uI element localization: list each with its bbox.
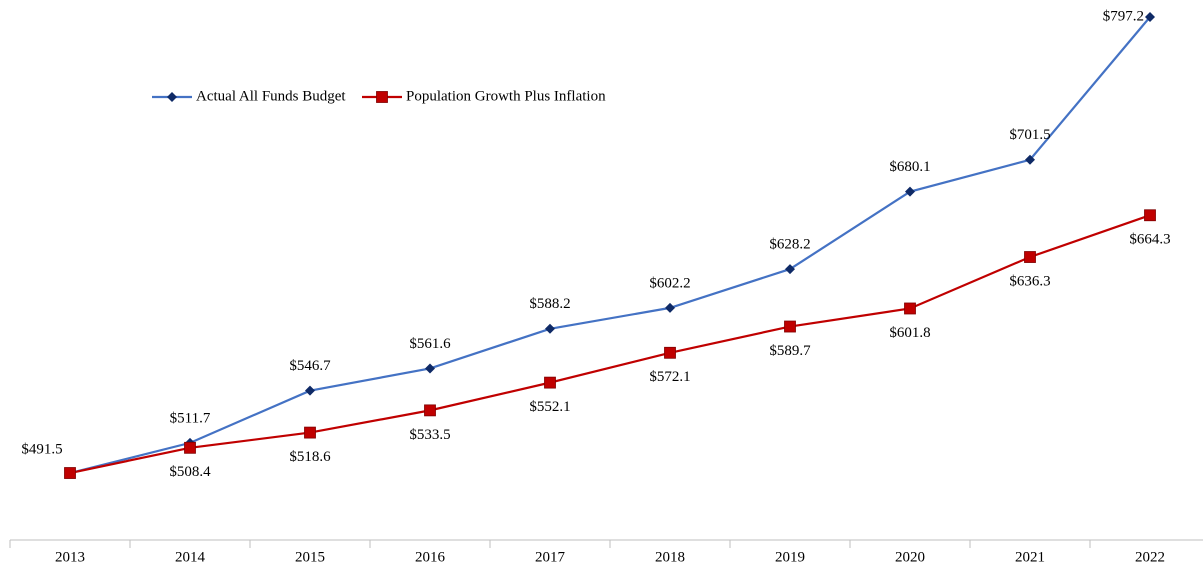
x-tick-label: 2016: [415, 549, 446, 565]
marker: [784, 320, 796, 333]
legend-marker: [167, 92, 177, 102]
marker: [545, 323, 555, 334]
data-label: $797.2: [1103, 8, 1144, 24]
series-line: [69, 214, 1151, 475]
marker: [425, 363, 435, 374]
x-tick-label: 2019: [775, 549, 805, 565]
marker: [184, 441, 196, 454]
x-tick-label: 2018: [655, 549, 685, 565]
data-label: $602.2: [649, 275, 690, 291]
x-tick-label: 2020: [895, 549, 925, 565]
data-label: $546.7: [289, 358, 331, 374]
series-line: [69, 16, 1151, 475]
data-label: $552.1: [529, 399, 570, 415]
marker: [905, 186, 915, 197]
x-tick-label: 2022: [1135, 549, 1165, 565]
data-label: $664.3: [1129, 232, 1170, 248]
data-label: $589.7: [769, 343, 811, 359]
marker: [544, 376, 556, 389]
legend-label: Actual All Funds Budget: [196, 88, 346, 104]
data-label: $511.7: [170, 410, 211, 426]
data-label: $701.5: [1009, 127, 1050, 143]
x-tick-label: 2015: [295, 549, 325, 565]
marker: [304, 426, 316, 439]
data-label: $491.5: [21, 441, 62, 457]
data-label: $572.1: [649, 369, 690, 385]
x-tick-label: 2017: [535, 549, 566, 565]
marker: [305, 385, 315, 396]
marker: [64, 467, 76, 479]
data-label: $561.6: [409, 336, 451, 352]
marker: [1144, 209, 1156, 222]
x-tick-label: 2014: [175, 549, 206, 565]
data-label: $680.1: [889, 159, 930, 175]
legend-label: Population Growth Plus Inflation: [406, 88, 606, 104]
data-label: $588.2: [529, 296, 570, 312]
data-label: $601.8: [889, 325, 930, 341]
marker: [904, 302, 916, 315]
x-tick-label: 2021: [1015, 549, 1045, 565]
data-label: $636.3: [1009, 273, 1050, 289]
marker: [424, 404, 436, 417]
data-label: $518.6: [289, 449, 331, 465]
marker: [785, 264, 795, 275]
x-tick-label: 2013: [55, 549, 85, 565]
marker: [1145, 12, 1155, 23]
data-label: $508.4: [169, 464, 211, 480]
legend-marker: [376, 91, 388, 103]
data-label: $628.2: [769, 237, 810, 253]
marker: [1025, 154, 1035, 165]
marker: [664, 346, 676, 359]
data-label: $533.5: [409, 427, 450, 443]
marker: [1024, 251, 1036, 263]
marker: [665, 302, 675, 313]
